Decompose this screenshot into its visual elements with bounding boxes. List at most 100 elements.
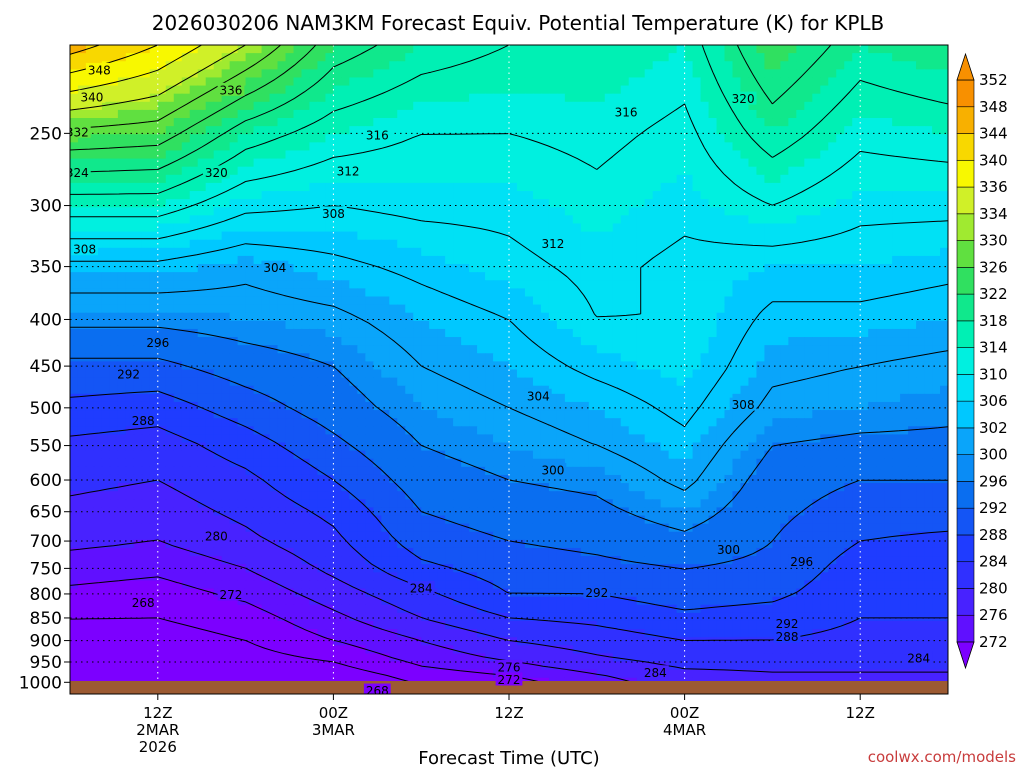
heatmap-cell [724,182,734,192]
heatmap-cell [285,223,295,233]
heatmap-cell [245,280,255,289]
heatmap-cell [612,320,622,330]
heatmap-cell [325,199,334,208]
heatmap-cell [548,377,558,387]
heatmap-cell [892,61,901,70]
heatmap-cell [101,353,111,362]
heatmap-cell [908,337,917,346]
heatmap-cell [916,101,925,111]
heatmap-cell [748,280,758,289]
heatmap-cell [892,191,901,200]
heatmap-cell [269,158,279,168]
heatmap-cell [341,320,350,330]
heatmap-cell [285,304,295,314]
heatmap-cell [740,345,750,354]
heatmap-cell [732,247,742,257]
heatmap-cell [349,158,358,168]
heatmap-cell [261,69,271,79]
heatmap-cell [900,296,909,306]
heatmap-cell [628,207,638,216]
heatmap-cell [700,101,710,111]
heatmap-cell [405,118,414,127]
heatmap-cell [325,109,334,119]
heatmap-cell [812,304,821,314]
heatmap-cell [197,61,207,70]
heatmap-cell [652,328,662,338]
heatmap-cell [756,126,766,135]
heatmap-cell [213,207,223,216]
heatmap-cell [117,69,127,79]
heatmap-cell [868,393,877,403]
heatmap-cell [844,174,853,184]
heatmap-cell [477,353,486,362]
heatmap-cell [852,385,861,395]
heatmap-cell [485,231,494,241]
heatmap-cell [109,345,119,354]
heatmap-cell [245,304,255,314]
heatmap-cell [660,166,670,176]
heatmap-cell [796,223,805,233]
heatmap-cell [301,280,311,289]
heatmap-cell [309,142,319,152]
heatmap-cell [860,93,869,103]
heatmap-cell [165,401,175,411]
heatmap-cell [453,328,462,338]
heatmap-cell [357,126,366,135]
heatmap-cell [780,85,789,95]
heatmap-cell [269,393,279,403]
heatmap-cell [924,377,933,387]
heatmap-cell [860,385,869,395]
heatmap-cell [756,369,766,379]
heatmap-cell [237,191,247,200]
heatmap-cell [277,134,287,143]
heatmap-cell [237,353,247,362]
heatmap-cell [357,109,366,119]
heatmap-cell [165,69,175,79]
heatmap-cell [485,101,494,111]
heatmap-cell [572,174,582,184]
heatmap-cell [708,93,718,103]
heatmap-cell [501,328,510,338]
heatmap-cell [405,199,414,208]
heatmap-cell [189,385,199,395]
heatmap-cell [93,215,103,225]
heatmap-cell [812,272,821,281]
heatmap-cell [109,320,119,330]
heatmap-cell [652,45,662,54]
heatmap-cell [109,85,119,95]
heatmap-cell [700,361,710,371]
heatmap-cell [205,264,215,273]
heatmap-cell [437,385,446,395]
heatmap-cell [309,361,319,371]
heatmap-cell [596,53,606,62]
heatmap-cell [564,401,574,411]
heatmap-cell [884,142,893,152]
heatmap-cell [109,61,119,70]
heatmap-cell [277,61,287,70]
heatmap-cell [101,410,111,419]
heatmap-cell [285,126,295,135]
heatmap-cell [317,174,327,184]
heatmap-cell [652,134,662,143]
heatmap-cell [660,239,670,249]
heatmap-cell [269,85,279,95]
heatmap-cell [133,377,143,387]
heatmap-cell [556,69,566,79]
heatmap-cell [684,320,694,330]
heatmap-cell [676,369,686,379]
heatmap-cell [261,361,271,371]
heatmap-cell [173,77,183,87]
heatmap-cell [357,134,366,143]
heatmap-cell [317,353,327,362]
heatmap-cell [756,393,766,403]
heatmap-cell [940,377,948,387]
heatmap-cell [524,361,534,371]
heatmap-cell [469,191,478,200]
heatmap-cell [117,353,127,362]
heatmap-cell [836,320,845,330]
heatmap-cell [804,223,813,233]
heatmap-cell [149,223,159,233]
heatmap-cell [876,264,885,273]
heatmap-cell [325,401,334,411]
heatmap-cell [732,377,742,387]
